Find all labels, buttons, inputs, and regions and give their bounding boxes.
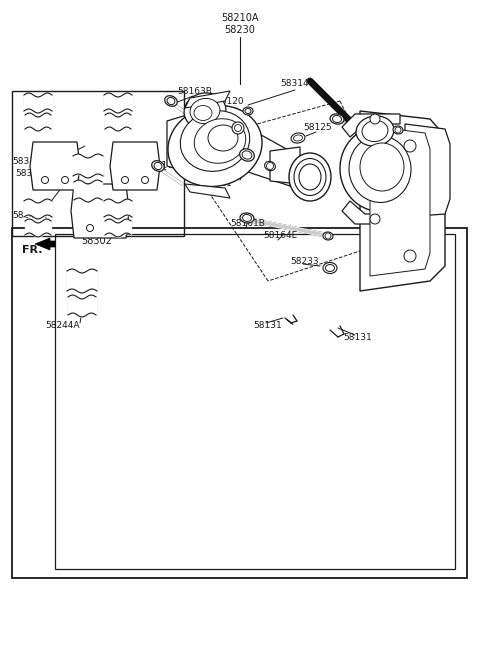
Text: 58164E: 58164E <box>398 127 432 136</box>
Text: 58314: 58314 <box>281 79 309 89</box>
Polygon shape <box>270 147 300 184</box>
Circle shape <box>370 114 380 124</box>
Ellipse shape <box>242 215 252 222</box>
Circle shape <box>395 127 401 133</box>
Ellipse shape <box>243 107 253 115</box>
Text: 58230: 58230 <box>225 25 255 35</box>
Ellipse shape <box>393 126 403 134</box>
Ellipse shape <box>264 161 276 171</box>
Polygon shape <box>370 126 430 276</box>
Ellipse shape <box>323 262 337 274</box>
Ellipse shape <box>154 163 162 170</box>
Text: 58131: 58131 <box>253 321 282 331</box>
Text: 58161B: 58161B <box>348 117 383 125</box>
Polygon shape <box>35 238 55 250</box>
Ellipse shape <box>194 119 246 163</box>
Circle shape <box>107 224 113 232</box>
Text: FR.: FR. <box>22 245 43 255</box>
Text: 58302: 58302 <box>82 236 112 246</box>
Text: 58120: 58120 <box>216 98 244 106</box>
Ellipse shape <box>190 98 220 123</box>
Text: 58163B: 58163B <box>178 87 213 96</box>
Text: 58244A: 58244A <box>13 211 47 220</box>
Ellipse shape <box>289 153 331 201</box>
Ellipse shape <box>294 159 326 195</box>
Polygon shape <box>342 114 400 137</box>
Ellipse shape <box>165 96 177 106</box>
Text: 58244A: 58244A <box>46 321 80 331</box>
Bar <box>12 91 184 236</box>
Polygon shape <box>71 184 129 238</box>
Ellipse shape <box>168 106 262 186</box>
Ellipse shape <box>208 125 238 151</box>
Ellipse shape <box>245 108 251 113</box>
Circle shape <box>41 176 48 184</box>
Circle shape <box>142 176 148 184</box>
Ellipse shape <box>242 151 252 159</box>
Text: 58161B: 58161B <box>230 220 265 228</box>
Text: 58310A: 58310A <box>12 157 48 165</box>
Circle shape <box>121 176 129 184</box>
Polygon shape <box>405 124 450 217</box>
Circle shape <box>370 214 380 224</box>
Ellipse shape <box>356 116 394 146</box>
Polygon shape <box>360 111 445 291</box>
Polygon shape <box>185 91 230 108</box>
Bar <box>12 228 467 578</box>
Ellipse shape <box>299 164 321 190</box>
Circle shape <box>266 163 274 169</box>
Ellipse shape <box>325 264 335 272</box>
Ellipse shape <box>194 106 212 121</box>
Text: 58131: 58131 <box>344 333 372 342</box>
Ellipse shape <box>240 213 254 223</box>
Polygon shape <box>167 111 200 176</box>
Polygon shape <box>110 142 160 190</box>
Text: 58164E: 58164E <box>263 232 297 241</box>
Polygon shape <box>30 142 80 190</box>
Bar <box>410 149 445 164</box>
Ellipse shape <box>291 133 305 143</box>
Ellipse shape <box>340 127 420 211</box>
Ellipse shape <box>152 161 164 171</box>
Circle shape <box>235 125 241 131</box>
Ellipse shape <box>349 136 411 203</box>
Bar <box>55 234 455 569</box>
Ellipse shape <box>323 232 333 240</box>
Text: 58311: 58311 <box>16 169 44 178</box>
Ellipse shape <box>294 135 302 141</box>
Polygon shape <box>185 184 230 198</box>
Text: 58125: 58125 <box>304 123 332 133</box>
Polygon shape <box>342 201 400 224</box>
Ellipse shape <box>240 149 254 161</box>
Ellipse shape <box>180 111 250 171</box>
Ellipse shape <box>333 115 341 123</box>
Circle shape <box>61 176 69 184</box>
Circle shape <box>86 224 94 232</box>
Text: 58232: 58232 <box>302 178 330 188</box>
Text: 58210A: 58210A <box>221 13 259 23</box>
Circle shape <box>404 140 416 152</box>
Ellipse shape <box>362 121 388 142</box>
Text: 58235C: 58235C <box>295 163 329 171</box>
Circle shape <box>404 250 416 262</box>
Text: 1351JD: 1351JD <box>202 165 234 174</box>
Text: 58233: 58233 <box>291 256 319 266</box>
Bar <box>410 176 445 189</box>
Circle shape <box>325 233 331 239</box>
Ellipse shape <box>360 143 404 191</box>
Circle shape <box>232 122 244 134</box>
Text: 58163B: 58163B <box>151 161 185 171</box>
Ellipse shape <box>330 114 344 124</box>
Polygon shape <box>245 126 290 186</box>
Ellipse shape <box>167 97 175 104</box>
Ellipse shape <box>184 93 226 129</box>
Text: 51711: 51711 <box>204 180 232 188</box>
